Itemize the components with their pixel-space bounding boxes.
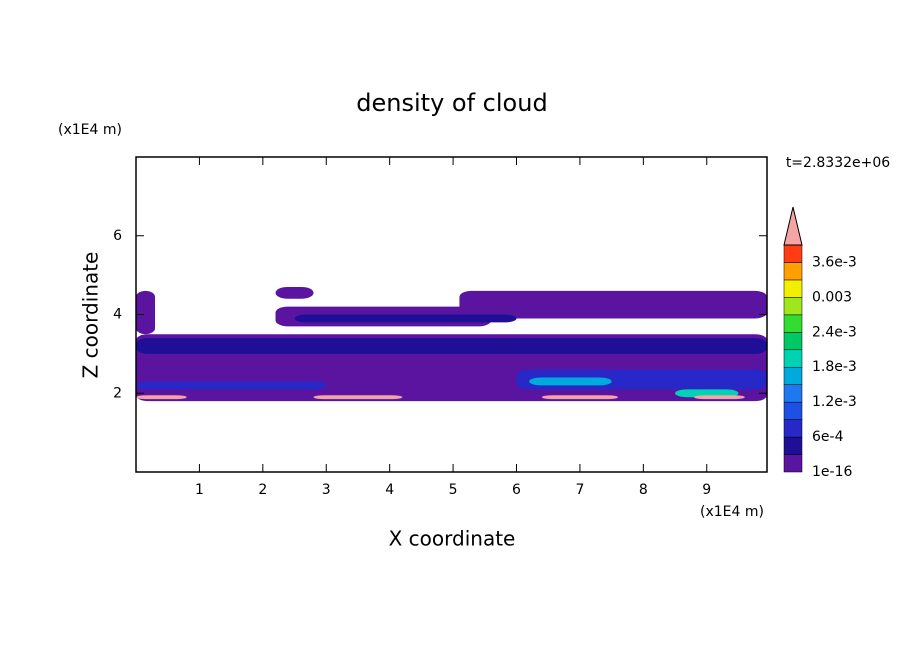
x-tick-label: 6 bbox=[512, 482, 521, 498]
colorbar-tick-label: 2.4e-3 bbox=[812, 324, 857, 340]
contour-region bbox=[136, 338, 767, 354]
colorbar-tick-label: 3.6e-3 bbox=[812, 254, 857, 270]
y-unit: (x1E4 m) bbox=[58, 122, 122, 138]
colorbar-tick-label: 6e-4 bbox=[812, 429, 844, 445]
contour-region bbox=[541, 395, 618, 400]
colorbar-band bbox=[783, 244, 803, 263]
contour-region bbox=[294, 314, 517, 323]
colorbar-band bbox=[783, 279, 803, 298]
contour-region bbox=[313, 395, 403, 400]
x-tick-label: 7 bbox=[575, 482, 584, 498]
y-tick-label: 4 bbox=[113, 307, 122, 323]
chart-title: density of cloud bbox=[356, 89, 547, 117]
colorbar-band bbox=[783, 314, 803, 333]
x-tick-label: 5 bbox=[449, 482, 458, 498]
contour-region bbox=[529, 377, 612, 386]
colorbar-band bbox=[783, 366, 803, 385]
colorbar-band bbox=[783, 454, 803, 473]
x-tick-label: 1 bbox=[195, 482, 204, 498]
colorbar-tick-label: 1.2e-3 bbox=[812, 394, 857, 410]
x-tick-label: 3 bbox=[322, 482, 331, 498]
x-tick-label: 9 bbox=[702, 482, 711, 498]
time-label: t=2.8332e+06 bbox=[786, 155, 890, 171]
contour-region bbox=[275, 286, 314, 299]
x-tick-label: 4 bbox=[385, 482, 394, 498]
contour-region bbox=[136, 395, 187, 400]
x-unit: (x1E4 m) bbox=[700, 504, 764, 520]
colorbar-over bbox=[783, 206, 803, 246]
colorbar-band bbox=[783, 297, 803, 316]
colorbar-band bbox=[783, 262, 803, 281]
colorbar-tick-label: 1e-16 bbox=[812, 464, 852, 480]
contour-region bbox=[459, 290, 767, 319]
y-axis-label: Z coordinate bbox=[79, 252, 103, 379]
x-tick-label: 2 bbox=[258, 482, 267, 498]
contour-region bbox=[694, 395, 745, 400]
colorbar-band bbox=[783, 436, 803, 455]
colorbar-band bbox=[783, 401, 803, 420]
colorbar-band bbox=[783, 349, 803, 368]
x-axis-label: X coordinate bbox=[389, 527, 516, 551]
colorbar-band bbox=[783, 384, 803, 403]
y-tick-label: 2 bbox=[113, 385, 122, 401]
x-tick-label: 8 bbox=[639, 482, 648, 498]
colorbar-band bbox=[783, 419, 803, 438]
colorbar-band bbox=[783, 332, 803, 351]
colorbar-tick-label: 0.003 bbox=[812, 289, 852, 305]
y-tick-label: 6 bbox=[113, 228, 122, 244]
contour-region bbox=[136, 290, 156, 335]
colorbar-tick-label: 1.8e-3 bbox=[812, 359, 857, 375]
contour-region bbox=[136, 381, 327, 390]
